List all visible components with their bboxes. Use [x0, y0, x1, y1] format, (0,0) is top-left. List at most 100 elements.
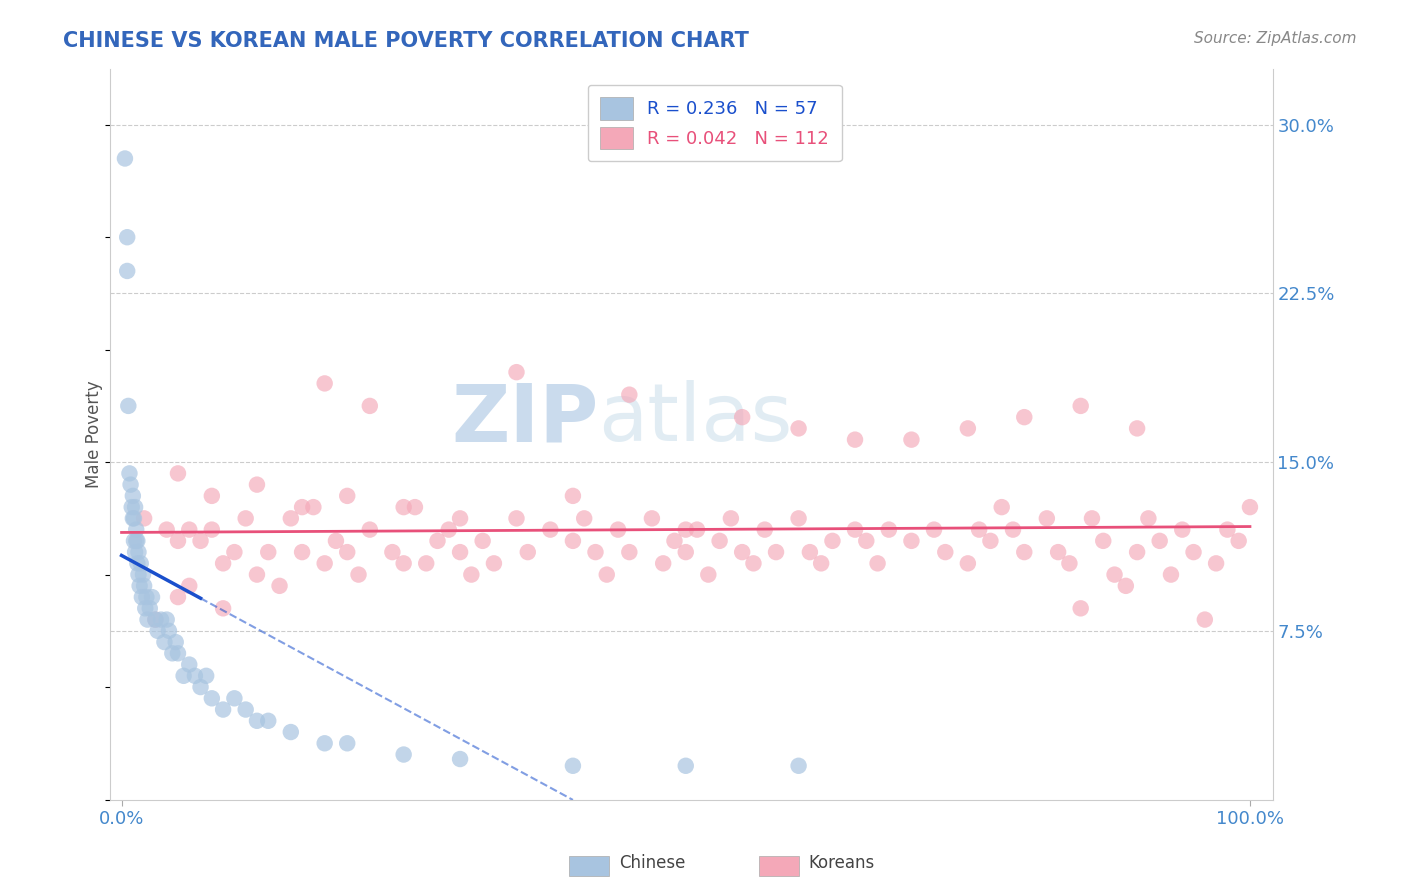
Point [167, 533, 190, 548]
Point [165, 635, 187, 649]
Point [1239, 500, 1261, 515]
Point [505, 511, 527, 525]
Point [150, 613, 173, 627]
Point [471, 533, 494, 548]
Point [359, 399, 381, 413]
Point [167, 646, 190, 660]
Point [664, 533, 686, 548]
Point [212, 601, 235, 615]
Point [291, 545, 314, 559]
Point [134, 601, 156, 615]
Point [190, 533, 212, 548]
Point [956, 557, 979, 571]
Point [866, 557, 889, 571]
Point [195, 669, 218, 683]
Point [359, 523, 381, 537]
Point [134, 511, 156, 525]
Point [167, 467, 190, 481]
Point [686, 523, 709, 537]
Point [120, 477, 142, 491]
Point [900, 433, 922, 447]
Point [392, 557, 415, 571]
Point [799, 545, 821, 559]
Point [1182, 545, 1205, 559]
Point [1081, 511, 1104, 525]
Point [201, 691, 224, 706]
Legend: R = 0.236   N = 57, R = 0.042   N = 112: R = 0.236 N = 57, R = 0.042 N = 112 [588, 85, 842, 161]
Point [765, 545, 787, 559]
Point [967, 523, 990, 537]
Point [314, 376, 336, 391]
Point [1104, 567, 1126, 582]
Point [1216, 523, 1239, 537]
Point [135, 590, 157, 604]
Point [1092, 533, 1115, 548]
Point [787, 759, 810, 773]
Point [184, 669, 207, 683]
Point [134, 579, 156, 593]
Point [990, 500, 1012, 515]
Point [1115, 579, 1137, 593]
Point [742, 557, 765, 571]
Point [235, 702, 257, 716]
Point [224, 545, 246, 559]
Point [1137, 511, 1160, 525]
Point [1036, 511, 1059, 525]
Point [128, 579, 150, 593]
Point [1205, 557, 1227, 571]
Point [246, 567, 269, 582]
Point [132, 567, 155, 582]
Point [179, 579, 201, 593]
Point [1070, 399, 1092, 413]
Point [1001, 523, 1024, 537]
Point [482, 557, 505, 571]
Point [1047, 545, 1070, 559]
Point [561, 533, 583, 548]
Point [314, 557, 336, 571]
Y-axis label: Male Poverty: Male Poverty [86, 380, 103, 488]
Point [1194, 613, 1216, 627]
Point [156, 613, 179, 627]
Point [505, 365, 527, 379]
Point [336, 736, 359, 750]
Point [561, 489, 583, 503]
Point [561, 759, 583, 773]
Point [697, 567, 720, 582]
Point [437, 523, 460, 537]
Point [675, 545, 697, 559]
Point [1227, 533, 1250, 548]
Point [381, 545, 404, 559]
Point [336, 545, 359, 559]
Point [141, 590, 163, 604]
Point [516, 545, 538, 559]
Point [122, 533, 145, 548]
Point [146, 624, 169, 638]
Point [426, 533, 449, 548]
Point [167, 590, 190, 604]
Point [115, 264, 138, 278]
Point [173, 669, 195, 683]
Point [392, 500, 415, 515]
Point [675, 759, 697, 773]
Point [212, 702, 235, 716]
Point [127, 567, 149, 582]
Point [787, 511, 810, 525]
Point [257, 545, 280, 559]
Point [127, 557, 149, 571]
Point [131, 590, 153, 604]
Point [136, 613, 159, 627]
Point [212, 557, 235, 571]
Point [125, 533, 148, 548]
Point [934, 545, 956, 559]
Point [720, 511, 742, 525]
Point [224, 691, 246, 706]
Point [1059, 557, 1081, 571]
Point [404, 500, 426, 515]
Point [1014, 545, 1036, 559]
Point [754, 523, 776, 537]
Point [157, 624, 180, 638]
Text: Koreans: Koreans [808, 855, 875, 872]
Point [336, 489, 359, 503]
Point [114, 152, 136, 166]
Point [162, 646, 184, 660]
